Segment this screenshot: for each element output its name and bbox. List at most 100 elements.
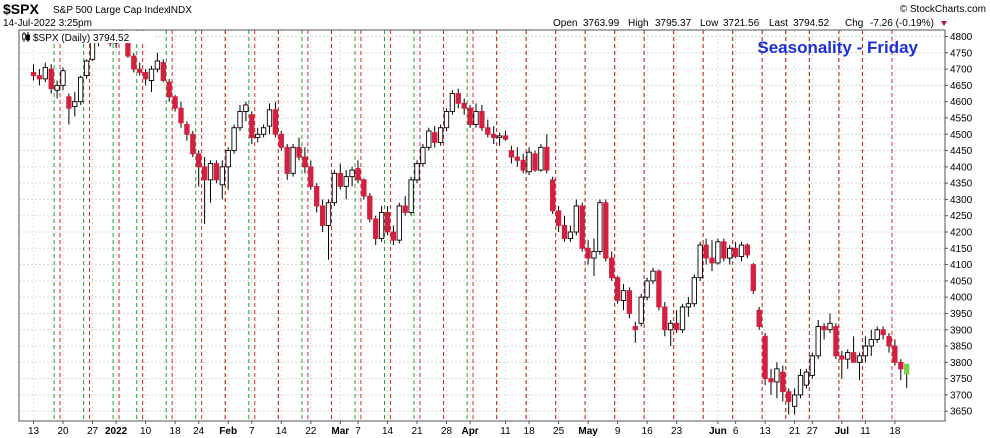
candle-body [54, 84, 60, 91]
candle-body [780, 371, 786, 393]
plot-frame [18, 29, 946, 422]
candle [172, 95, 178, 112]
candle-body [815, 326, 821, 357]
candle-body [650, 270, 656, 282]
candle-body [827, 322, 833, 331]
candle [154, 52, 161, 73]
candle-body [904, 363, 910, 375]
candle-body [196, 153, 202, 168]
x-tick-label: 23 [671, 426, 683, 437]
candle [614, 276, 621, 304]
candle-body [349, 169, 355, 178]
candle [278, 131, 284, 151]
candle [526, 147, 532, 175]
open-label: Open [553, 18, 577, 29]
y-tick-label: 4700 [950, 65, 973, 76]
candle [514, 147, 520, 167]
candle [426, 127, 432, 151]
candle-body [791, 394, 798, 407]
x-tick-label: Jul [835, 426, 850, 437]
candle-body [538, 146, 544, 171]
candle [331, 170, 338, 206]
candle-body [461, 102, 467, 109]
candle-body [255, 133, 261, 138]
candle-body [573, 205, 579, 233]
chg-value: -7.26 (-0.19%) [870, 18, 934, 29]
x-tick-label: 9 [615, 426, 621, 437]
candle-body [432, 132, 438, 143]
candle-body [496, 135, 503, 138]
x-tick-label: 14 [276, 426, 288, 437]
candle-body [638, 296, 644, 324]
candle-body [526, 151, 532, 173]
candle [314, 183, 320, 213]
candle-body [845, 352, 851, 360]
candle-body [833, 326, 839, 357]
candle-body [703, 244, 709, 259]
candle-body [455, 93, 461, 104]
candle [780, 365, 786, 402]
candle-body [697, 244, 703, 279]
low-label: Low [700, 18, 719, 29]
candle-body [30, 71, 37, 77]
candle-body [626, 290, 633, 314]
candle-body [201, 166, 208, 181]
candle [691, 274, 697, 307]
candle-body [42, 67, 48, 80]
x-tick-label: 11 [860, 426, 871, 437]
y-tick-label: 3800 [950, 358, 973, 369]
candle-body [491, 133, 497, 138]
candle [868, 329, 874, 356]
candle [437, 124, 444, 146]
candle [644, 277, 650, 301]
candle-body [744, 244, 751, 256]
x-tick-label: 21 [411, 426, 423, 437]
y-tick-label: 4600 [950, 97, 973, 108]
candle-body [762, 335, 768, 380]
chg-label: Chg [845, 18, 863, 29]
candle [768, 368, 774, 395]
candle-body [532, 153, 538, 171]
candle-body [691, 277, 697, 305]
candle [420, 144, 426, 167]
candle [732, 241, 739, 259]
candle [160, 59, 166, 83]
candle [473, 103, 479, 128]
candle-body [597, 202, 603, 253]
candle-body [60, 70, 66, 86]
candle [30, 64, 37, 81]
candle-body [567, 231, 574, 239]
candle [532, 150, 538, 172]
candle [266, 103, 273, 135]
candle [137, 62, 143, 76]
last-label: Last [769, 18, 788, 29]
candle-body [266, 109, 273, 127]
candle [626, 287, 633, 319]
x-tick-label: 18 [524, 426, 536, 437]
y-tick-label: 4300 [950, 195, 973, 206]
candle [797, 368, 804, 399]
x-tick-label: 18 [170, 426, 182, 437]
x-tick-label: 13 [28, 426, 40, 437]
candle [561, 215, 568, 242]
y-tick-label: 3900 [950, 325, 973, 336]
candle [367, 192, 373, 223]
candle-body [302, 156, 308, 168]
candle [72, 91, 78, 117]
x-tick-label: 10 [140, 426, 152, 437]
candle [550, 176, 556, 215]
open-value: 3763.99 [583, 18, 620, 29]
candle [219, 160, 225, 200]
candle-body [656, 270, 662, 308]
candle-body [579, 205, 585, 249]
candle [774, 362, 780, 399]
candle [491, 126, 497, 145]
y-axis: 3650 3700 3750 3800 3850 3900 3950 4000 4050 4100… [945, 32, 973, 418]
candle-body [249, 114, 255, 138]
x-axis: 13 20 27 2022 10 18 24 Feb 7 14 22 Mar 7 14 21 28 Apr 11 1… [28, 421, 901, 437]
candle-body [644, 280, 650, 298]
candle [579, 202, 585, 252]
candle-body [78, 76, 84, 103]
candle-body [83, 60, 90, 77]
candle-body [850, 352, 857, 363]
